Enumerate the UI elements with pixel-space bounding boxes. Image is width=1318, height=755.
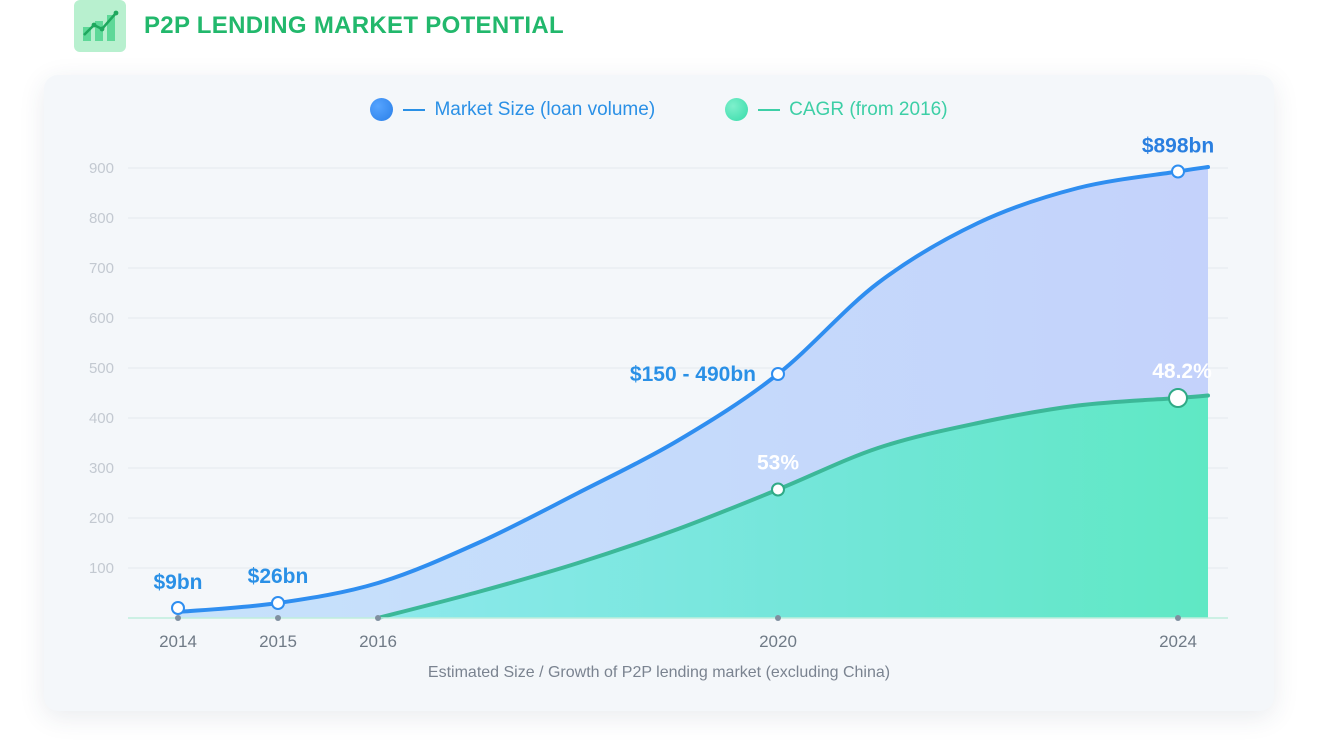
market-size-data-label: $26bn (248, 565, 309, 588)
legend-marker-market-size (370, 98, 394, 121)
market-size-line (176, 165, 1210, 614)
legend-label-market-size: Market Size (loan volume) (434, 98, 656, 120)
x-tick-label: 2016 (359, 632, 397, 651)
x-tick-label: 2015 (259, 632, 297, 651)
x-tick-mark (775, 615, 781, 621)
chart-caption: Estimated Size / Growth of P2P lending m… (427, 664, 891, 681)
market-size-point[interactable] (171, 601, 185, 615)
legend-marker-cagr (725, 98, 749, 121)
cagr-point[interactable] (1168, 388, 1188, 408)
cagr-line (376, 393, 1210, 620)
market-size-data-label: $898bn (1142, 135, 1214, 158)
x-tick-mark (1175, 615, 1181, 621)
cagr-data-label: 48.2% (1152, 360, 1212, 383)
market-size-data-label: $9bn (153, 571, 202, 594)
legend-dash-cagr (758, 108, 781, 111)
page-title: P2P LENDING MARKET POTENTIAL (144, 12, 564, 39)
legend-dash-market-size (403, 108, 426, 111)
growth-chart-icon (74, 0, 126, 52)
x-tick-mark (275, 615, 281, 621)
market-size-data-label: $150 - 490bn (630, 363, 756, 386)
y-tick-label: 400 (89, 410, 114, 427)
chart-legend: Market Size (loan volume) CAGR (from 201… (0, 98, 1318, 121)
cagr-data-label: 53% (757, 452, 799, 475)
y-tick-label: 700 (89, 260, 114, 277)
legend-label-cagr: CAGR (from 2016) (789, 98, 948, 120)
market-size-point[interactable] (271, 596, 285, 610)
legend-item-market-size[interactable]: Market Size (loan volume) (370, 98, 655, 121)
y-tick-label: 100 (89, 560, 114, 577)
x-tick-label: 2020 (759, 632, 797, 651)
y-tick-label: 800 (89, 210, 114, 227)
market-size-point[interactable] (1171, 164, 1185, 179)
y-tick-label: 600 (89, 310, 114, 327)
y-tick-label: 500 (89, 360, 114, 377)
y-tick-label: 300 (89, 460, 114, 477)
x-tick-mark (375, 615, 381, 621)
y-tick-label: 900 (89, 160, 114, 177)
cagr-point[interactable] (771, 482, 785, 497)
x-tick-label: 2014 (159, 632, 197, 651)
x-tick-label: 2024 (1159, 632, 1197, 651)
header: P2P LENDING MARKET POTENTIAL (74, 0, 564, 52)
x-tick-mark (175, 615, 181, 621)
market-size-point[interactable] (771, 367, 785, 381)
y-tick-label: 200 (89, 510, 114, 527)
legend-item-cagr[interactable]: CAGR (from 2016) (725, 98, 948, 121)
